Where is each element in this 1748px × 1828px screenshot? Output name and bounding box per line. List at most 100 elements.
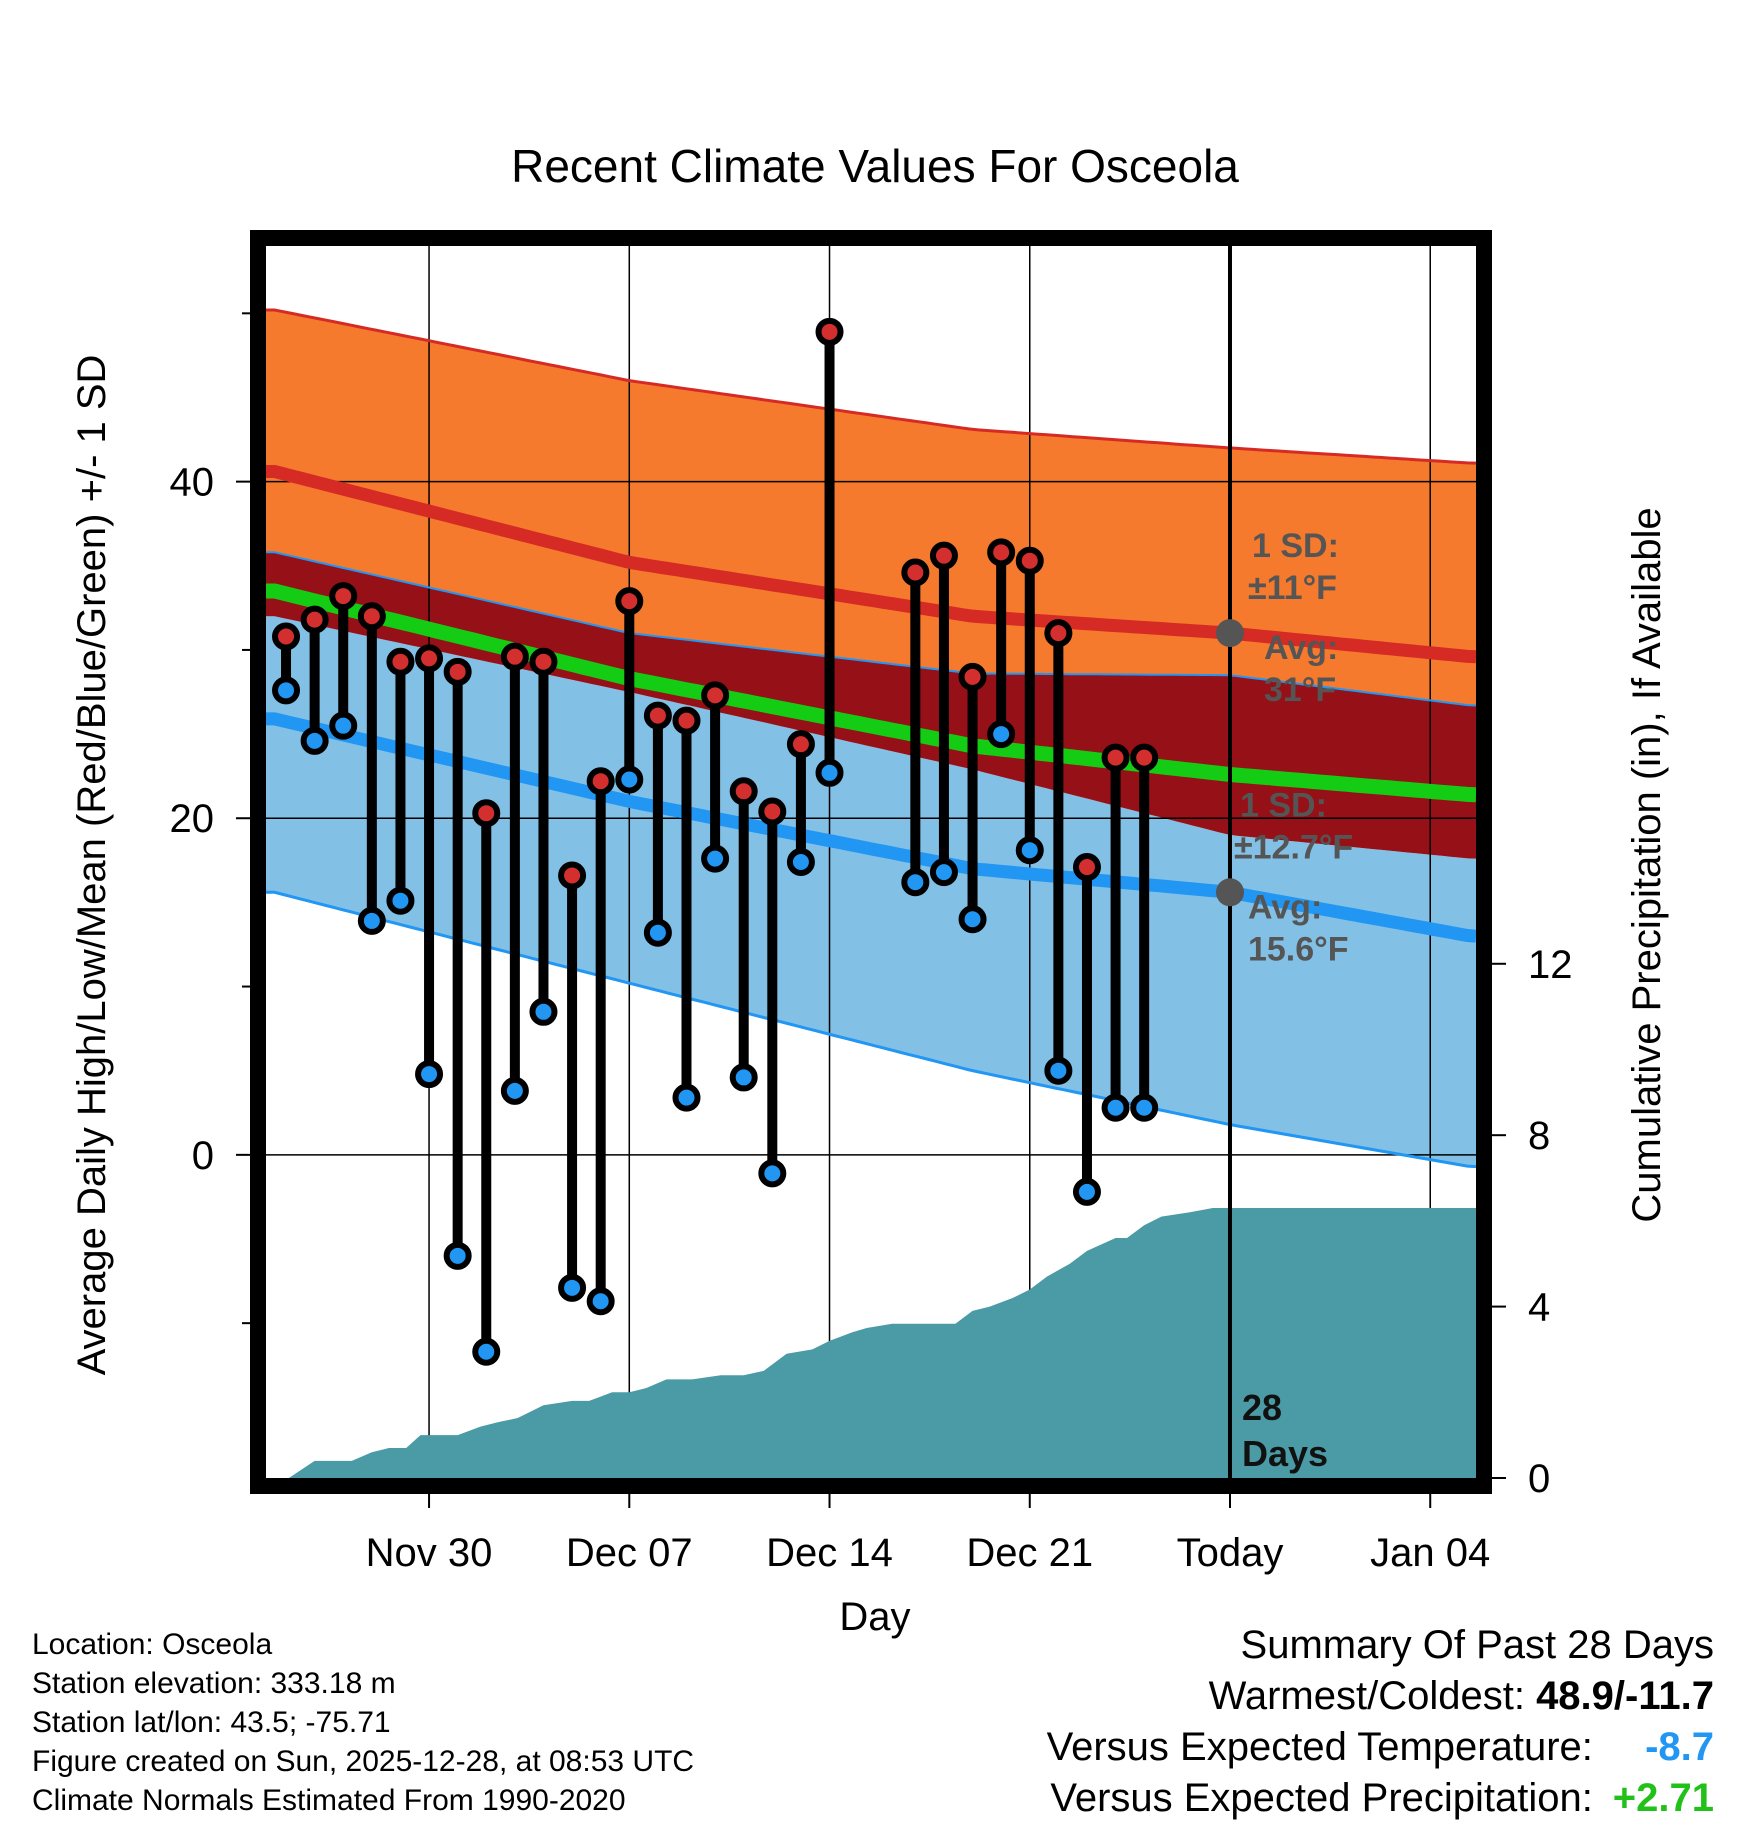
daily-high-point: [415, 644, 444, 673]
daily-low-point: [586, 1287, 615, 1316]
precip-label: Versus Expected Precipitation:: [1050, 1776, 1593, 1820]
plot-frame: [250, 230, 1492, 1494]
today-high-avg-dot: [1215, 619, 1244, 648]
summary-panel: Summary Of Past 28 Days Warmest/Coldest:…: [1047, 1620, 1714, 1824]
daily-high-point: [500, 642, 529, 671]
daily-high-point: [300, 605, 329, 634]
location-text: Location: Osceola: [32, 1628, 273, 1661]
y-tick-label: 0: [192, 1134, 214, 1178]
y-tick-label: 40: [170, 461, 215, 505]
y-tick-label: 20: [170, 797, 215, 841]
x-tick-label: Dec 21: [966, 1531, 1093, 1575]
daily-low-point: [272, 676, 301, 705]
daily-low-point: [329, 711, 358, 740]
chart-title: Recent Climate Values For Osceola: [511, 140, 1239, 192]
daily-low-point: [643, 918, 672, 947]
daily-low-point: [786, 848, 815, 876]
y2-tick-label: 8: [1528, 1114, 1550, 1158]
daily-high-point: [386, 647, 415, 676]
daily-low-point: [558, 1273, 587, 1302]
precip-value: +2.71: [1612, 1776, 1714, 1820]
daily-high-point: [643, 701, 672, 730]
daily-low-point: [815, 758, 844, 787]
x-tick-label: Jan 04: [1370, 1531, 1490, 1575]
summary-precip: Versus Expected Precipitation: +2.71: [1047, 1773, 1714, 1824]
summary-warm-cold: Warmest/Coldest: 48.9/-11.7: [1047, 1671, 1714, 1722]
daily-high-point: [987, 538, 1016, 567]
daily-high-point: [357, 602, 386, 631]
today-low-avg-dot: [1215, 878, 1244, 907]
x-tick-label: Dec 07: [566, 1531, 693, 1575]
y2-tick-label: 4: [1528, 1286, 1550, 1330]
daily-low-point: [1015, 836, 1044, 865]
station-info: Location: Osceola Station elevation: 333…: [32, 1625, 694, 1820]
daily-low-point: [443, 1241, 472, 1270]
y2-tick-label: 0: [1528, 1457, 1550, 1501]
low-sd-label: 1 SD:: [1240, 786, 1327, 824]
high-sd-lower-line: [266, 551, 1476, 707]
daily-high-point: [758, 797, 787, 826]
high-avg-label: Avg:: [1264, 629, 1338, 667]
y2-axis-label: Cumulative Precipitation (in), If Availa…: [1625, 507, 1669, 1222]
temp-value: -8.7: [1645, 1725, 1714, 1769]
x-axis-label: Day: [839, 1595, 910, 1639]
warm-cold-value: 48.9/-11.7: [1536, 1674, 1714, 1718]
daily-high-point: [901, 558, 930, 587]
y-axis-label: Average Daily High/Low/Mean (Red/Blue/Gr…: [70, 355, 114, 1376]
daily-low-point: [500, 1076, 529, 1105]
low-sd-band: [266, 616, 1476, 1167]
low-avg-value: 15.6°F: [1248, 930, 1349, 968]
daily-high-point: [958, 662, 987, 691]
days-count-word: Days: [1242, 1433, 1328, 1474]
daily-high-point: [672, 706, 701, 735]
low-sd-value: ±12.7°F: [1234, 828, 1353, 866]
daily-low-point: [1130, 1093, 1159, 1122]
daily-high-point: [1072, 853, 1101, 882]
days-count-number: 28: [1242, 1387, 1282, 1428]
daily-high-point: [1130, 743, 1159, 772]
daily-high-point: [558, 861, 587, 890]
daily-low-point: [529, 997, 558, 1026]
daily-high-point: [1101, 743, 1130, 772]
daily-high-point: [615, 587, 644, 616]
high-sd-band: [266, 310, 1476, 706]
summary-temp: Versus Expected Temperature: -8.7: [1047, 1722, 1714, 1773]
high-sd-value: ±11°F: [1248, 569, 1337, 607]
x-tick-label: Nov 30: [366, 1531, 493, 1575]
daily-low-point: [701, 844, 730, 873]
daily-high-point: [815, 317, 844, 346]
low-sd-lower-line: [266, 890, 1476, 1169]
high-avg-value: 31°F: [1264, 671, 1336, 709]
daily-high-point: [929, 541, 958, 570]
y2-tick-label: 12: [1528, 943, 1573, 987]
daily-high-point: [472, 799, 501, 828]
daily-high-point: [272, 622, 301, 651]
daily-high-point: [1044, 619, 1073, 648]
summary-heading: Summary Of Past 28 Days: [1240, 1623, 1714, 1667]
daily-high-point: [1015, 546, 1044, 575]
daily-low-point: [615, 765, 644, 794]
daily-low-point: [1044, 1056, 1073, 1085]
daily-low-point: [929, 858, 958, 887]
precip-area: [266, 1208, 1476, 1478]
daily-high-point: [729, 777, 758, 806]
daily-high-point: [786, 730, 815, 759]
high-mean-line: [266, 465, 1476, 664]
daily-low-point: [672, 1083, 701, 1112]
daily-low-point: [901, 868, 930, 897]
elevation-text: Station elevation: 333.18 m: [32, 1667, 396, 1700]
high-sd-upper-line: [266, 308, 1476, 465]
daily-low-point: [987, 720, 1016, 749]
daily-low-point: [958, 905, 987, 934]
daily-low-point: [758, 1159, 787, 1188]
daily-low-point: [1101, 1093, 1130, 1122]
daily-low-point: [1072, 1177, 1101, 1206]
overlap-band: [266, 552, 1476, 859]
x-tick-label: Dec 14: [766, 1531, 893, 1575]
daily-low-point: [415, 1060, 444, 1089]
daily-low-point: [386, 886, 415, 915]
normals-text: Climate Normals Estimated From 1990-2020: [32, 1784, 626, 1817]
daily-low-point: [472, 1337, 501, 1366]
temp-label: Versus Expected Temperature:: [1046, 1725, 1593, 1769]
daily-low-point: [300, 726, 329, 755]
